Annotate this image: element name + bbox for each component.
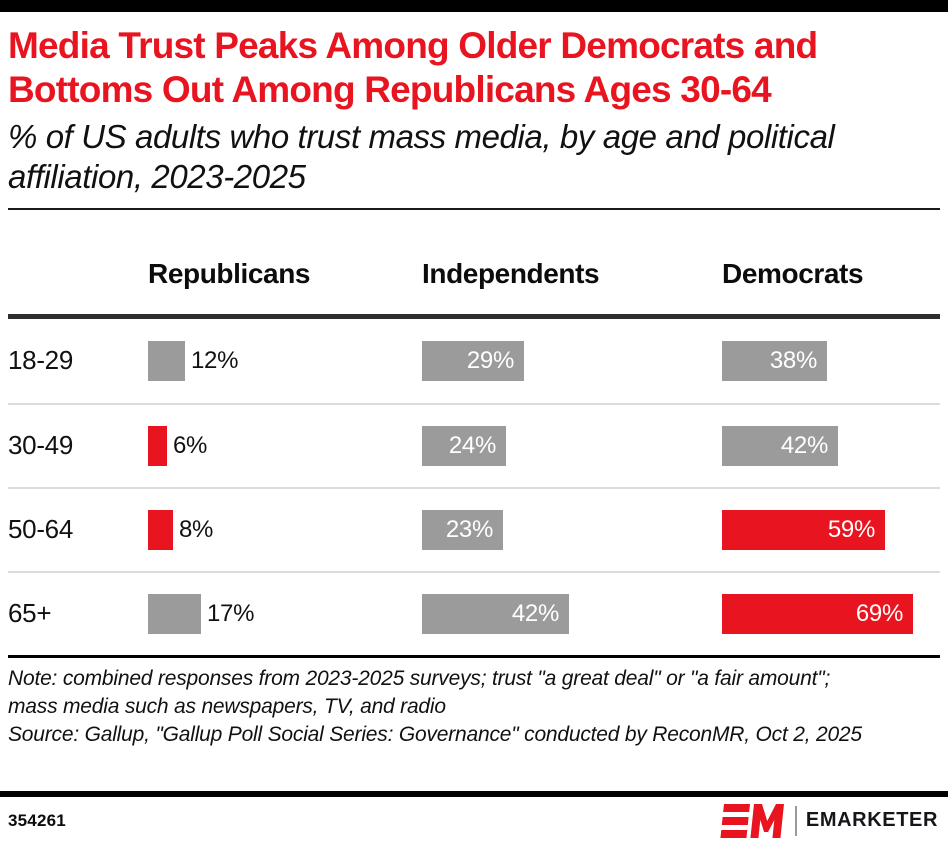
column-header-republicans: Republicans — [148, 257, 311, 289]
bar-cell-independents-30-49: 24% — [422, 425, 722, 466]
bar-cell-republicans-50-64: 8% — [148, 509, 422, 550]
notes-block: Note: combined responses from 2023-2025 … — [0, 658, 948, 749]
bar-value-label: 24% — [448, 431, 496, 459]
value-bar: 24% — [422, 425, 506, 466]
chart-rows: 18-29 12% 29% 38% 30-49 6% 24% 42% 50-64 8% 23% 59%… — [0, 319, 948, 655]
value-bar: 29% — [422, 340, 524, 381]
bar-value-label: 42% — [511, 599, 559, 627]
emarketer-logo: EMARKETER — [720, 803, 938, 838]
bar-value-label: 29% — [466, 346, 514, 374]
page-title: Media Trust Peaks Among Older Democrats … — [8, 25, 818, 111]
chart-row-18-29: 18-29 12% 29% 38% — [8, 319, 940, 403]
top-border-bar — [0, 0, 948, 12]
bar-cell-independents-65-: 42% — [422, 593, 722, 634]
em-logo-icon — [720, 803, 784, 838]
brand-name: EMARKETER — [805, 809, 938, 831]
bar-value-label: 59% — [827, 515, 875, 543]
value-bar: 59% — [722, 509, 885, 550]
bottom-border-bar — [0, 791, 948, 797]
header-divider — [8, 207, 940, 210]
bar-value-label: 8% — [179, 515, 214, 543]
bar-cell-independents-18-29: 29% — [422, 340, 722, 381]
value-bar: 23% — [422, 509, 503, 550]
value-bar: 38% — [722, 340, 827, 381]
value-bar — [148, 509, 173, 550]
value-bar: 42% — [722, 425, 838, 466]
bar-value-label: 38% — [769, 346, 817, 374]
chart-row-50-64: 50-64 8% 23% 59% — [8, 486, 940, 571]
column-header-independents: Independents — [422, 257, 600, 289]
value-bar — [148, 340, 185, 381]
chart-row-30-49: 30-49 6% 24% 42% — [8, 402, 940, 487]
age-group-label: 18-29 — [8, 345, 73, 376]
chart-row-65-: 65+ 17% 42% 69% — [8, 570, 940, 655]
page-subtitle: % of US adults who trust mass media, by … — [8, 117, 835, 196]
value-bar — [148, 593, 201, 634]
bar-cell-republicans-30-49: 6% — [148, 425, 422, 466]
footer: 354261 EMARKETER — [0, 797, 948, 844]
header: Media Trust Peaks Among Older Democrats … — [0, 12, 948, 198]
bar-cell-independents-50-64: 23% — [422, 509, 722, 550]
bar-value-label: 6% — [173, 431, 208, 459]
note-text: Note: combined responses from 2023-2025 … — [8, 666, 831, 718]
column-headers: Republicans Independents Democrats — [8, 210, 940, 314]
column-header-spacer — [8, 258, 148, 290]
bar-value-label: 23% — [445, 515, 493, 543]
bar-cell-democrats-50-64: 59% — [722, 509, 948, 550]
table-head-divider — [8, 313, 940, 319]
bar-value-label: 12% — [191, 346, 239, 374]
bar-cell-democrats-18-29: 38% — [722, 340, 948, 381]
bar-value-label: 69% — [855, 599, 903, 627]
age-group-label: 50-64 — [8, 514, 73, 545]
chart-id: 354261 — [8, 810, 66, 830]
bar-value-label: 17% — [207, 599, 255, 627]
source-text: Source: Gallup, "Gallup Poll Social Seri… — [8, 722, 862, 746]
bar-cell-democrats-30-49: 42% — [722, 425, 948, 466]
bar-cell-democrats-65-: 69% — [722, 593, 948, 634]
column-header-democrats: Democrats — [722, 257, 864, 289]
age-group-label: 65+ — [8, 598, 52, 629]
value-bar: 42% — [422, 593, 569, 634]
bar-cell-republicans-65-: 17% — [148, 593, 422, 634]
age-group-label: 30-49 — [8, 430, 73, 461]
bar-value-label: 42% — [780, 431, 828, 459]
bar-cell-republicans-18-29: 12% — [148, 340, 422, 381]
logo-divider — [794, 805, 797, 836]
note-divider — [8, 654, 940, 658]
value-bar — [148, 425, 167, 466]
value-bar: 69% — [722, 593, 913, 634]
